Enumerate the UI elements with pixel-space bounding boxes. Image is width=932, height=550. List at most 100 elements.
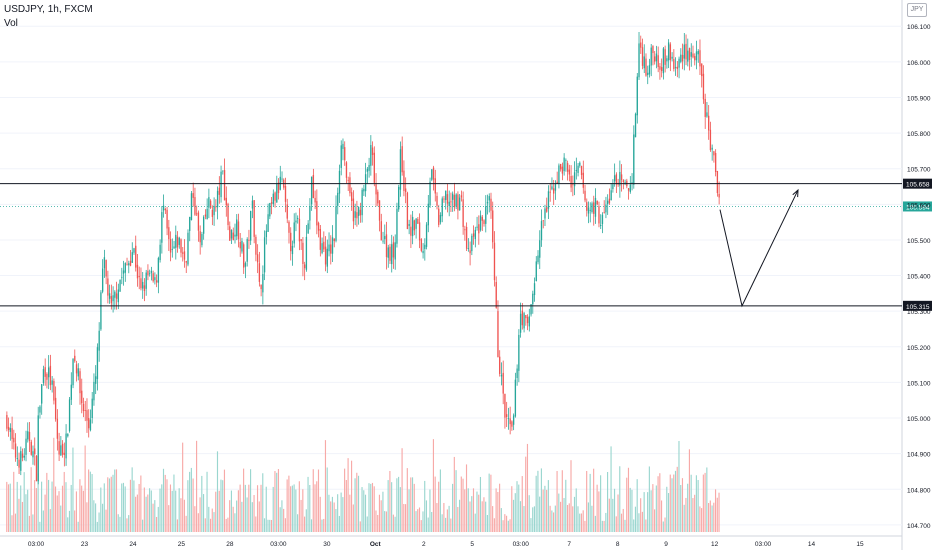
candle-body xyxy=(598,206,600,224)
volume-bar xyxy=(236,500,238,532)
candle-body xyxy=(105,260,107,277)
candle-body xyxy=(478,224,480,234)
candle-body xyxy=(370,145,372,166)
x-tick-label: 03:00 xyxy=(270,541,287,548)
volume-bar xyxy=(220,479,222,532)
volume-bar xyxy=(119,516,121,532)
y-tick-label: 105.800 xyxy=(907,131,931,138)
candle-body xyxy=(664,49,666,65)
volume-bar xyxy=(190,467,192,532)
candle-body xyxy=(406,192,409,230)
candle-body xyxy=(175,234,177,248)
volume-bar xyxy=(185,515,187,532)
volume-bar xyxy=(709,500,711,532)
volume-bar xyxy=(563,498,565,532)
volume-bar xyxy=(652,484,654,532)
volume-bar xyxy=(411,477,414,532)
volume-bar xyxy=(112,474,114,532)
volume-bar xyxy=(673,474,675,532)
candle-body xyxy=(269,202,271,217)
candle-body xyxy=(199,231,201,243)
volume-bar xyxy=(512,499,515,532)
time-axis[interactable]: 03:00 23 24 25 28 03:00 30 Oct 2 5 03:00 7 8 9 12 03:00… xyxy=(28,541,864,548)
volume-bar xyxy=(342,497,344,532)
candle-body xyxy=(46,373,48,380)
candle-body xyxy=(305,236,308,270)
volume-bar xyxy=(704,472,706,532)
candle-body xyxy=(425,224,428,247)
candle-body xyxy=(532,293,534,305)
volume-bar xyxy=(559,501,562,532)
candle-body xyxy=(101,268,104,292)
volume-bar xyxy=(270,519,273,532)
volume-bar xyxy=(546,489,548,532)
volume-bar xyxy=(547,480,549,532)
candle-body xyxy=(371,147,374,155)
volume-bar xyxy=(35,488,37,532)
volume-bar xyxy=(391,482,393,532)
volume-bar xyxy=(291,485,293,532)
candle-body xyxy=(37,415,39,482)
volume-bar xyxy=(75,491,77,532)
volume-bar xyxy=(150,490,152,532)
candle-body xyxy=(265,230,268,238)
volume-bar xyxy=(499,483,501,532)
candle-body xyxy=(558,165,560,184)
volume-bar xyxy=(519,501,522,532)
candle-body xyxy=(460,195,463,198)
candle-body xyxy=(182,252,184,254)
candle-body xyxy=(258,263,261,282)
candle-body xyxy=(378,200,381,221)
candle-body xyxy=(610,190,612,201)
candle-body xyxy=(528,316,530,327)
candle-body xyxy=(490,198,492,211)
candle-body xyxy=(206,208,208,220)
candle-body xyxy=(624,182,626,183)
volume-bar xyxy=(317,469,320,532)
candle-body xyxy=(290,232,292,252)
volume-bar xyxy=(284,518,286,532)
currency-badge[interactable]: JPY xyxy=(907,3,927,17)
candle-body xyxy=(467,248,470,250)
candle-body xyxy=(236,219,238,237)
volume-bar xyxy=(47,479,50,532)
candle-body xyxy=(248,239,250,241)
volume-bar xyxy=(351,460,353,532)
volume-bar xyxy=(60,505,62,532)
candle-body xyxy=(587,207,590,214)
horizontal-lines[interactable]: 105.658 105.315 105.594 xyxy=(0,178,932,311)
candle-body xyxy=(39,406,41,413)
volume-bar xyxy=(573,496,576,532)
candle-body xyxy=(596,200,598,205)
volume-bar xyxy=(472,488,475,532)
candle-body xyxy=(319,228,322,250)
volume-bar xyxy=(161,484,163,532)
candle-body xyxy=(166,209,168,229)
volume-bar xyxy=(25,494,27,532)
volume-bar xyxy=(67,517,69,532)
volume-bar xyxy=(211,508,213,532)
volume-bar xyxy=(702,474,704,532)
y-tick-label: 104.900 xyxy=(907,452,931,459)
volume-bar xyxy=(84,445,86,532)
volume-bar xyxy=(716,497,718,532)
volume-bar xyxy=(540,468,542,532)
x-tick-label: 30 xyxy=(323,541,331,548)
projection-path[interactable] xyxy=(719,188,799,308)
volume-bar xyxy=(676,466,678,532)
candle-body xyxy=(600,224,602,227)
volume-bar xyxy=(253,495,255,532)
candle-body xyxy=(103,257,106,269)
candle-body xyxy=(457,194,459,211)
volume-bar xyxy=(263,518,266,532)
price-axis[interactable]: 106.100 106.000 105.900 105.800 105.700 105.6… xyxy=(907,24,931,530)
volume-bar xyxy=(328,494,330,532)
candle-body xyxy=(399,149,402,190)
volume-bar xyxy=(155,516,158,532)
volume-bar xyxy=(34,480,36,532)
volume-bar xyxy=(570,460,572,532)
volume-bar xyxy=(283,508,285,532)
candle-body xyxy=(140,278,142,289)
volume-bar xyxy=(345,479,347,532)
